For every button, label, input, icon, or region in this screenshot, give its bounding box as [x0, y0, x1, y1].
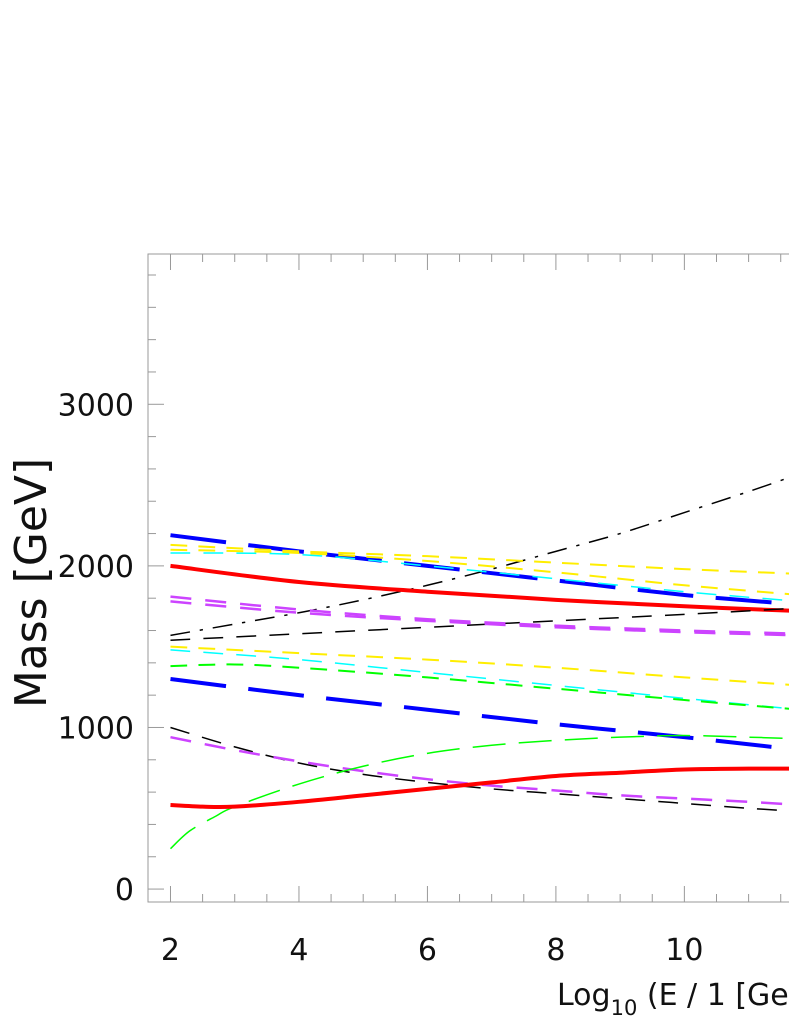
series-line-3	[170, 548, 789, 596]
series-line-5	[170, 563, 789, 613]
x-tick-label: 6	[418, 933, 437, 968]
series-line-9	[170, 645, 789, 686]
plot-border	[147, 253, 789, 903]
series-line-7	[170, 595, 789, 635]
x-tick-label: 8	[546, 933, 565, 968]
x-axis-title-prefix: Log	[557, 978, 611, 1013]
series-line-0	[170, 476, 789, 637]
series-line-16	[170, 766, 789, 810]
series-line-15	[169, 734, 789, 850]
y-tick-label: 2000	[58, 550, 134, 585]
series-group	[169, 476, 789, 850]
y-axis-title: Mass [GeV]	[6, 458, 57, 708]
x-tick-label: 4	[289, 933, 308, 968]
series-line-8	[170, 600, 789, 637]
series-line-1	[170, 533, 789, 606]
y-tick-label: 1000	[58, 711, 134, 746]
x-tick-label: 10	[665, 933, 703, 968]
x-axis-title-subscript: 10	[611, 996, 638, 1020]
axis-ticks	[148, 254, 782, 902]
x-axis-title-rest: (E / 1 [GeV	[637, 978, 789, 1013]
series-line-6	[170, 607, 789, 641]
series-line-2	[170, 543, 789, 575]
tick-labels: 2 4 6 8 10 0 1000 2000 3000	[58, 388, 704, 968]
series-line-4	[170, 552, 789, 602]
x-axis-title: Log10 (E / 1 [GeV	[557, 978, 789, 1020]
series-line-11	[170, 663, 789, 710]
series-line-14	[170, 735, 789, 806]
y-tick-label: 0	[115, 873, 134, 908]
plot-frame	[147, 253, 789, 903]
series-line-10	[170, 649, 789, 710]
series-line-12	[170, 677, 789, 751]
y-tick-label: 3000	[58, 388, 134, 423]
x-tick-label: 2	[161, 933, 180, 968]
